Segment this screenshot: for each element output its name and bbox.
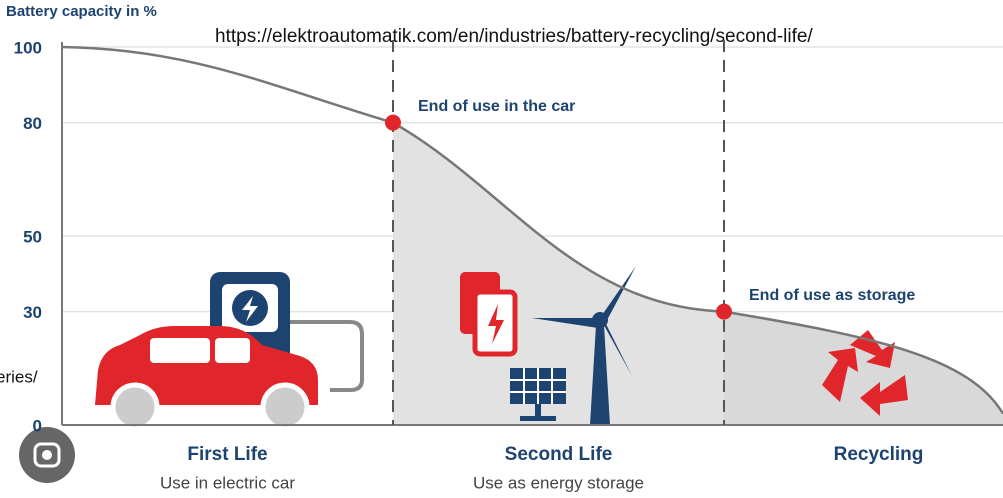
y-tick-label: 50	[23, 227, 42, 246]
annotation: End of use as storage	[749, 287, 915, 304]
phase-title: First Life	[187, 444, 267, 465]
annotation: End of use in the car	[418, 98, 575, 115]
chart: Battery capacity in % https://elektroaut…	[0, 0, 1003, 498]
point-marker	[716, 304, 732, 320]
y-tick-label: 30	[23, 303, 42, 322]
y-tick-label: 80	[23, 114, 42, 133]
chart-title: Battery capacity in %	[6, 3, 157, 20]
phase-subtitle: Use in electric car	[160, 473, 295, 492]
phase-subtitle: Use as energy storage	[473, 473, 644, 492]
point-marker	[385, 115, 401, 131]
url-fragment: eries/	[0, 367, 38, 386]
y-tick-label: 100	[14, 38, 42, 57]
y-tick-label: 0	[33, 416, 42, 435]
phase-title: Recycling	[834, 444, 924, 465]
lens-button[interactable]	[19, 427, 75, 483]
phase-title: Second Life	[505, 444, 613, 465]
